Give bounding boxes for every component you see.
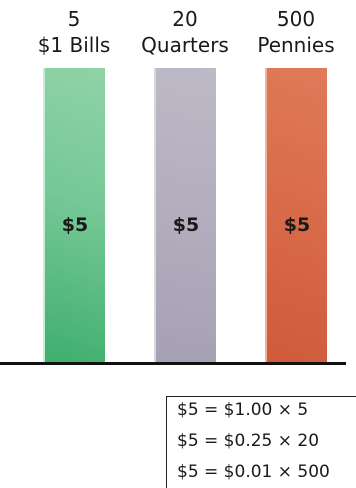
quarters-header: 20 Quarters xyxy=(125,6,245,58)
baseline xyxy=(0,362,346,365)
pennies-unit-label: Pennies xyxy=(257,33,335,57)
equation-bills: $5 = $1.00 × 5 xyxy=(177,400,309,420)
equations-box: $5 = $1.00 × 5 $5 = $0.25 × 20 $5 = $0.0… xyxy=(166,396,356,488)
bills-header: 5 $1 Bills xyxy=(14,6,134,58)
quarters-unit-label: Quarters xyxy=(141,33,229,57)
pennies-bar: $5 xyxy=(265,68,327,363)
equation-quarters: $5 = $0.25 × 20 xyxy=(177,431,320,451)
bills-amount-label: $5 xyxy=(61,214,89,236)
equation-pennies: $5 = $0.01 × 500 xyxy=(177,462,330,482)
pennies-header: 500 Pennies xyxy=(236,6,356,58)
quarters-count: 20 xyxy=(172,7,198,31)
bills-bar: $5 xyxy=(43,68,105,363)
pennies-amount-label: $5 xyxy=(283,214,311,236)
quarters-bar: $5 xyxy=(154,68,216,363)
pennies-count: 500 xyxy=(276,7,316,31)
bills-count: 5 xyxy=(67,7,81,31)
bills-unit-label: $1 Bills xyxy=(37,33,111,57)
quarters-amount-label: $5 xyxy=(172,214,200,236)
